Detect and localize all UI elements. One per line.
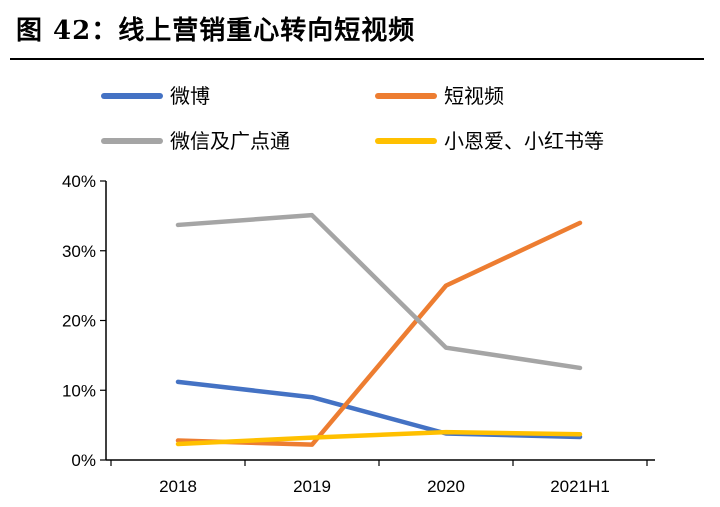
x-tick-label: 2020 <box>427 477 465 496</box>
data-point <box>444 284 448 288</box>
data-point <box>176 223 180 227</box>
legend-label: 小恩爱、小红书等 <box>444 129 604 153</box>
y-tick-label: 20% <box>62 312 96 331</box>
data-point <box>176 438 180 442</box>
series-line <box>175 212 583 371</box>
x-tick-label: 2018 <box>159 477 197 496</box>
title-divider <box>10 58 704 60</box>
data-point <box>444 346 448 350</box>
legend-label: 微博 <box>170 84 210 108</box>
x-tick-label: 2021H1 <box>550 477 610 496</box>
data-point <box>444 430 448 434</box>
data-point <box>578 432 582 436</box>
data-point <box>176 380 180 384</box>
data-point <box>176 442 180 446</box>
data-point <box>578 221 582 225</box>
chart-title: 图 42：线上营销重心转向短视频 <box>16 16 416 46</box>
y-tick-label: 10% <box>62 381 96 400</box>
y-tick-label: 40% <box>62 172 96 191</box>
legend-label: 短视频 <box>444 84 504 108</box>
y-tick-label: 30% <box>62 242 96 261</box>
data-point <box>310 213 314 217</box>
y-tick-label: 0% <box>71 451 96 470</box>
data-point <box>578 366 582 370</box>
series-line <box>175 220 583 447</box>
data-point <box>310 436 314 440</box>
x-tick-label: 2019 <box>293 477 331 496</box>
axes: 0% 10% 20% 30% 40% 2018 2019 2020 2021H1 <box>62 172 655 496</box>
series-line <box>175 379 583 440</box>
data-point <box>310 443 314 447</box>
data-point <box>310 395 314 399</box>
series-lines <box>175 212 583 447</box>
legend-label: 微信及广点通 <box>170 129 290 153</box>
series-line <box>175 429 583 447</box>
